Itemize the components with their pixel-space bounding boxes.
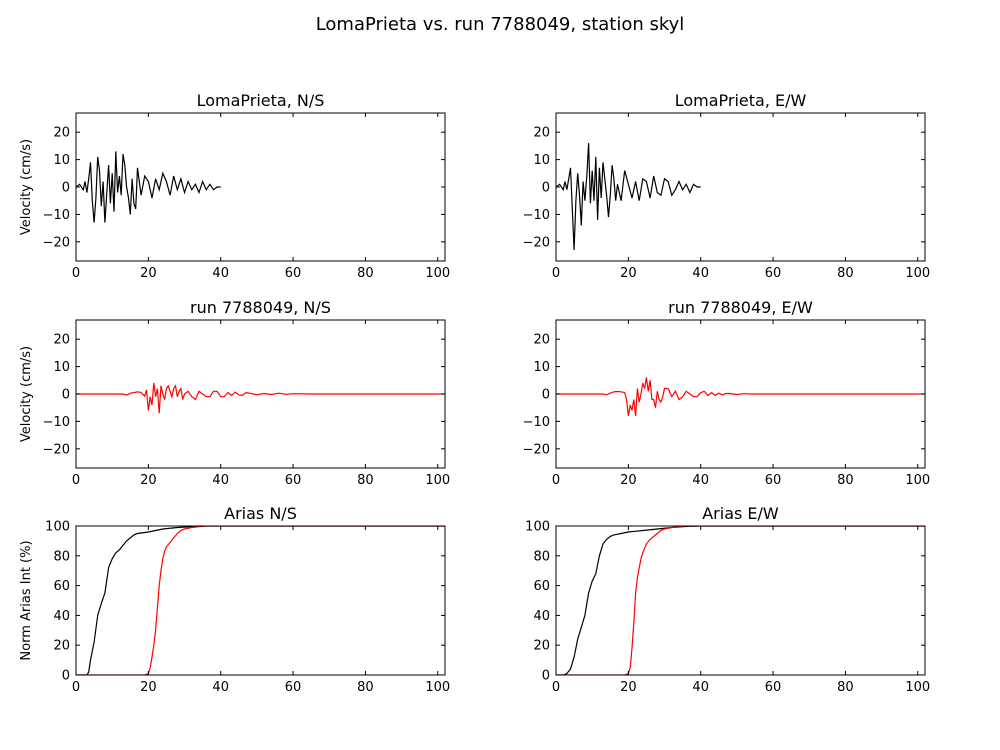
y-tick-label: 20 — [53, 126, 70, 141]
subplot-5: Arias E/W 0 20 40 60 80 100 0 20 40 60 80 100 — [525, 504, 930, 695]
series-line-0 — [556, 143, 701, 251]
y-tick-label: 0 — [62, 669, 70, 684]
x-tick-label: 40 — [692, 680, 709, 695]
x-tick-label: 0 — [552, 266, 560, 281]
x-tick-label: 20 — [140, 680, 157, 695]
y-tick-label: 60 — [53, 579, 70, 594]
x-tick-label: 60 — [285, 680, 302, 695]
x-tick-label: 80 — [357, 266, 374, 281]
subplot-3: run 7788049, E/W 0 20 40 60 80 100 −20 −10 0 10 20 — [523, 298, 931, 488]
x-tick-label: 20 — [620, 266, 637, 281]
subplot-title: Arias N/S — [224, 504, 297, 523]
x-tick-label: 100 — [905, 680, 930, 695]
x-tick-label: 20 — [140, 266, 157, 281]
x-tick-label: 40 — [692, 266, 709, 281]
axes-frame — [555, 525, 926, 676]
y-tick-label: 0 — [542, 388, 550, 403]
y-tick-label: −20 — [43, 235, 70, 250]
y-axis-label: Velocity (cm/s) — [19, 346, 34, 442]
y-tick-label: 60 — [533, 579, 550, 594]
x-tick-label: 100 — [905, 473, 930, 488]
x-tick-label: 80 — [357, 680, 374, 695]
y-tick-label: 80 — [53, 549, 70, 564]
y-tick-label: 20 — [53, 333, 70, 348]
x-tick-label: 60 — [765, 266, 782, 281]
axes-frame — [75, 525, 446, 676]
x-tick-label: 100 — [425, 680, 450, 695]
y-tick-label: 0 — [62, 181, 70, 196]
y-tick-label: −20 — [523, 235, 550, 250]
x-tick-label: 20 — [140, 473, 157, 488]
series-line-0 — [76, 382, 445, 414]
x-tick-label: 60 — [285, 473, 302, 488]
y-tick-label: −20 — [43, 442, 70, 457]
y-tick-label: 40 — [53, 609, 70, 624]
x-tick-label: 20 — [620, 473, 637, 488]
subplot-title: Arias E/W — [702, 504, 779, 523]
subplot-1: LomaPrieta, E/W 0 20 40 60 80 100 −20 −10 0 10 20 — [523, 91, 931, 281]
x-tick-label: 0 — [552, 473, 560, 488]
x-tick-label: 40 — [212, 266, 229, 281]
y-tick-label: 0 — [542, 181, 550, 196]
x-tick-label: 40 — [212, 680, 229, 695]
y-tick-label: −10 — [523, 415, 550, 430]
y-tick-label: −10 — [523, 208, 550, 223]
y-tick-label: −10 — [43, 208, 70, 223]
figure-title: LomaPrieta vs. run 7788049, station skyl — [316, 14, 685, 35]
x-tick-label: 0 — [72, 266, 80, 281]
series-line-0 — [76, 151, 221, 223]
y-tick-label: 0 — [62, 388, 70, 403]
x-tick-label: 40 — [692, 473, 709, 488]
x-tick-label: 80 — [837, 266, 854, 281]
x-tick-label: 40 — [212, 473, 229, 488]
x-tick-label: 60 — [765, 680, 782, 695]
y-tick-label: 0 — [542, 669, 550, 684]
y-tick-label: 10 — [533, 153, 550, 168]
y-tick-label: 10 — [53, 360, 70, 375]
y-axis-label: Velocity (cm/s) — [19, 139, 34, 235]
y-tick-label: 20 — [533, 639, 550, 654]
subplot-title: LomaPrieta, N/S — [197, 91, 325, 110]
x-tick-label: 80 — [837, 473, 854, 488]
y-tick-label: 20 — [53, 639, 70, 654]
x-tick-label: 100 — [425, 473, 450, 488]
subplot-title: run 7788049, N/S — [190, 298, 331, 317]
y-tick-label: 40 — [533, 609, 550, 624]
series-line-0 — [556, 377, 925, 416]
y-tick-label: 100 — [45, 520, 70, 535]
x-tick-label: 60 — [285, 266, 302, 281]
x-tick-label: 80 — [357, 473, 374, 488]
y-tick-label: 20 — [533, 333, 550, 348]
series-line-0 — [556, 526, 925, 675]
y-tick-label: −10 — [43, 415, 70, 430]
y-tick-label: −20 — [523, 442, 550, 457]
y-tick-label: 10 — [53, 153, 70, 168]
x-tick-label: 100 — [425, 266, 450, 281]
series-line-1 — [76, 526, 445, 675]
x-tick-label: 0 — [72, 680, 80, 695]
y-tick-label: 80 — [533, 549, 550, 564]
subplot-title: LomaPrieta, E/W — [675, 91, 807, 110]
x-tick-label: 0 — [552, 680, 560, 695]
y-tick-label: 10 — [533, 360, 550, 375]
y-tick-label: 20 — [533, 126, 550, 141]
x-tick-label: 20 — [620, 680, 637, 695]
subplot-4: Arias N/S 0 20 40 60 80 100 0 20 40 60 80 100 Norm Ar… — [19, 504, 450, 695]
series-line-0 — [76, 526, 445, 675]
x-tick-label: 80 — [837, 680, 854, 695]
subplot-2: run 7788049, N/S 0 20 40 60 80 100 −20 −10 0 10 20 V… — [19, 298, 450, 488]
series-line-1 — [556, 526, 925, 675]
x-tick-label: 100 — [905, 266, 930, 281]
subplot-0: LomaPrieta, N/S 0 20 40 60 80 100 −20 −10 0 10 20 Ve… — [19, 91, 450, 281]
subplot-title: run 7788049, E/W — [668, 298, 813, 317]
x-tick-label: 60 — [765, 473, 782, 488]
y-axis-label: Norm Arias Int (%) — [19, 540, 34, 660]
x-tick-label: 0 — [72, 473, 80, 488]
y-tick-label: 100 — [525, 520, 550, 535]
